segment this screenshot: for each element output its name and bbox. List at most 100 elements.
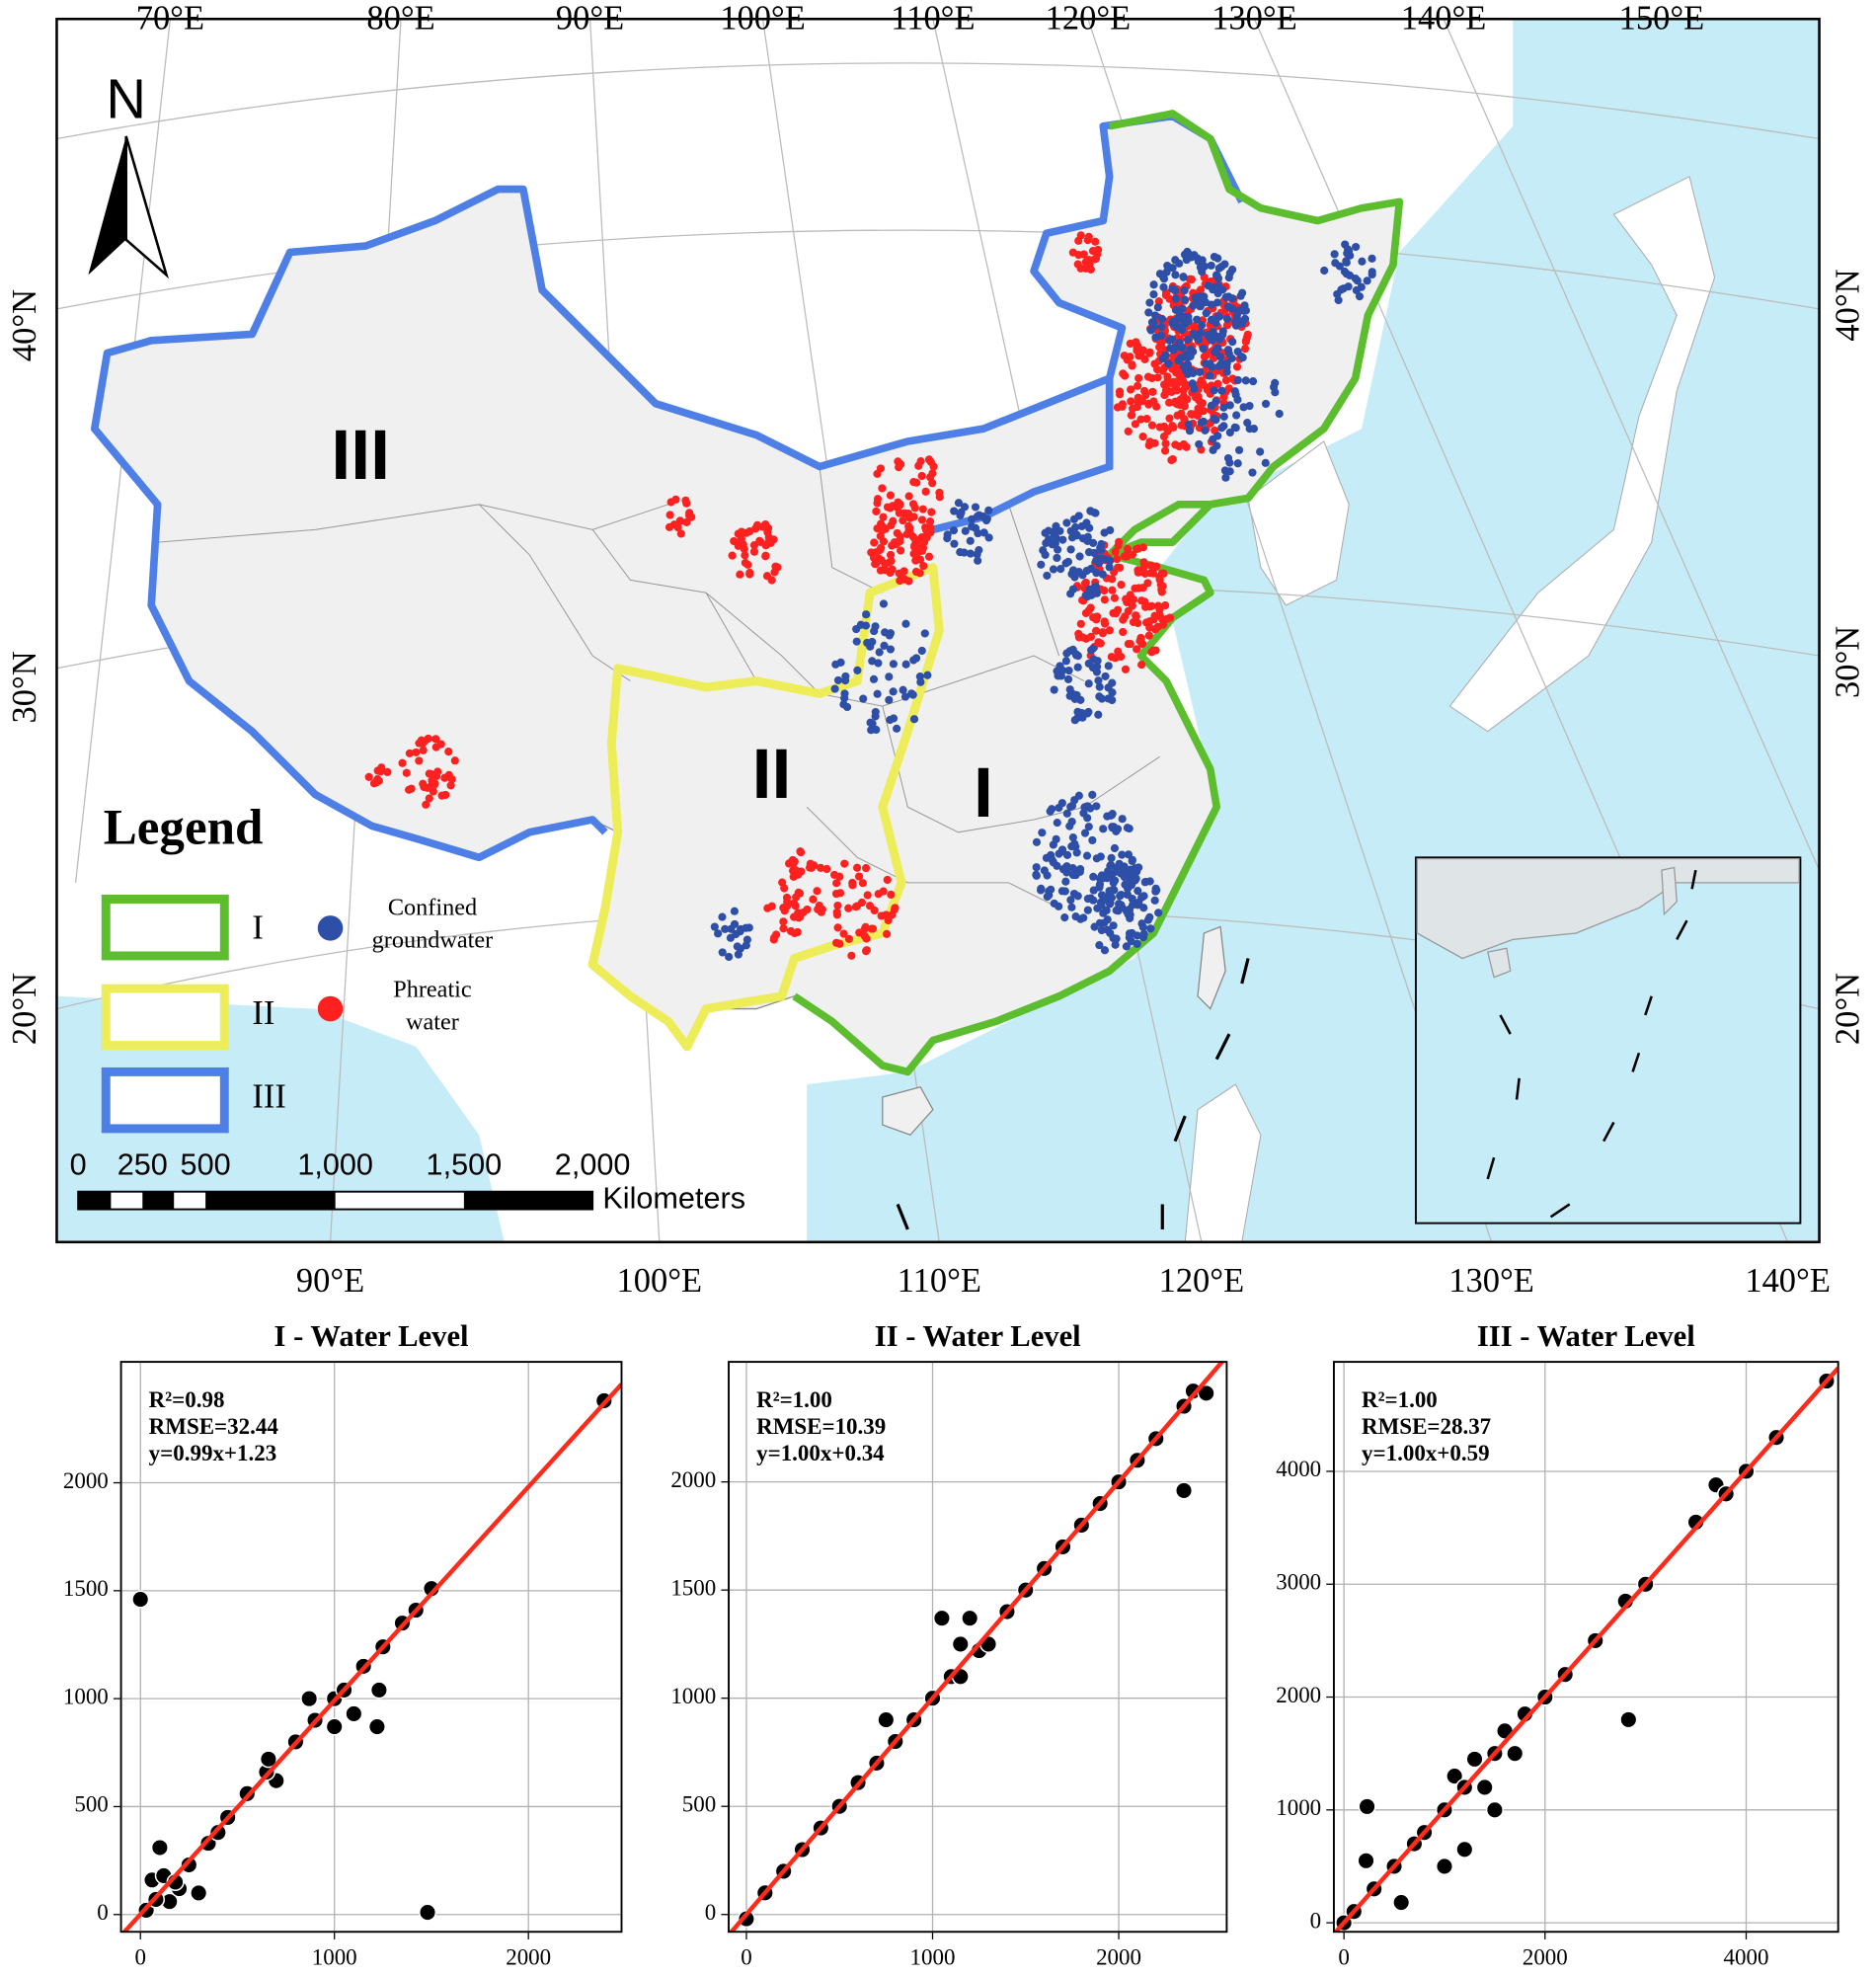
well-dot (1129, 404, 1137, 413)
well-dot (1032, 871, 1041, 880)
well-dot (1221, 292, 1230, 302)
well-dot (1155, 270, 1165, 278)
well-dot (1112, 934, 1121, 943)
well-dot (901, 619, 910, 628)
well-dot (1219, 392, 1228, 402)
well-dot (1121, 665, 1131, 673)
well-dot (877, 556, 886, 565)
well-dot (742, 941, 750, 950)
well-dot (1057, 887, 1066, 896)
well-dot (1095, 874, 1105, 883)
point (259, 1750, 277, 1769)
well-dot (1158, 355, 1167, 363)
x-tick-label: 2000 (1523, 1945, 1568, 1970)
legend-label: I (252, 909, 263, 946)
well-dot (1134, 898, 1143, 908)
well-dot (1334, 295, 1343, 305)
well-dot (1199, 380, 1209, 389)
well-dot (1139, 892, 1148, 901)
x-tick-label: 4000 (1724, 1945, 1769, 1970)
well-dot (879, 599, 889, 608)
well-dot (764, 537, 773, 546)
point (1465, 1750, 1484, 1769)
well-dot (1115, 859, 1124, 868)
scale-bar: 0 250 500 1,000 1,500 2,000 Kilometers (70, 1147, 745, 1215)
well-dot (915, 672, 924, 681)
well-dot (1099, 909, 1108, 917)
latitude-label: 40°N (6, 289, 43, 361)
y-tick-label: 2000 (1276, 1683, 1321, 1707)
well-dot (816, 863, 825, 872)
well-dot (1184, 420, 1194, 430)
latitude-label: 30°N (1829, 626, 1866, 698)
well-dot (1357, 282, 1366, 291)
well-dot (814, 905, 822, 913)
well-dot (1097, 546, 1106, 555)
well-dot (833, 901, 842, 910)
well-dot (1320, 266, 1329, 276)
well-dot (1041, 528, 1050, 537)
well-dot (1171, 271, 1180, 279)
well-dot (1163, 372, 1172, 381)
well-dot (1108, 678, 1117, 687)
well-dot (894, 498, 902, 507)
scale-segment (78, 1191, 112, 1210)
well-dot (1248, 468, 1257, 477)
point (345, 1704, 363, 1723)
well-dot (1032, 837, 1042, 846)
well-dot (1037, 886, 1046, 895)
well-dot (1223, 453, 1233, 463)
well-dot (954, 499, 964, 508)
well-dot (749, 540, 759, 550)
well-dot (737, 527, 746, 536)
well-dot (844, 934, 854, 943)
well-dot (446, 781, 455, 790)
well-dot (718, 948, 727, 957)
x-tick-label: 1000 (910, 1945, 956, 1970)
well-dot (881, 524, 890, 533)
well-dot (1069, 889, 1079, 899)
y-tick-label: 500 (682, 1791, 716, 1816)
well-dot (1081, 608, 1091, 618)
well-dot (889, 516, 898, 525)
well-dot (831, 889, 841, 899)
well-dot (767, 576, 776, 585)
well-dot (848, 881, 857, 890)
well-dot (1133, 344, 1141, 354)
well-dot (1228, 338, 1237, 347)
well-dot (1061, 877, 1070, 886)
well-dot (1088, 644, 1097, 653)
well-dot (1131, 420, 1139, 429)
well-dot (745, 568, 754, 578)
well-dot (1183, 335, 1192, 344)
well-dot (1124, 909, 1133, 918)
well-dot (1138, 584, 1147, 593)
well-dot (1098, 570, 1107, 579)
well-dot (1076, 231, 1085, 240)
well-dot (882, 910, 891, 919)
well-dot (1132, 611, 1140, 620)
well-dot (1095, 559, 1104, 568)
well-dot (1081, 591, 1090, 600)
well-dot (1093, 904, 1102, 912)
well-dot (1089, 613, 1098, 622)
well-dot (726, 933, 736, 942)
well-dot (889, 660, 898, 669)
well-dot (1200, 292, 1209, 301)
well-dot (1086, 265, 1095, 274)
x-tick-label: 1000 (312, 1945, 357, 1970)
well-dot (1127, 385, 1135, 394)
annotation: RMSE=32.44 (149, 1414, 279, 1439)
well-dot (1158, 582, 1167, 591)
well-dot (1037, 560, 1046, 569)
well-dot (1230, 387, 1239, 396)
well-dot (1096, 639, 1105, 648)
well-dot (1122, 942, 1131, 951)
well-dot (1194, 335, 1204, 344)
well-dot (1119, 615, 1128, 624)
well-dot (1095, 941, 1104, 950)
well-dot (1089, 886, 1098, 895)
axes-frame (119, 1361, 623, 1934)
well-dot (918, 543, 928, 552)
